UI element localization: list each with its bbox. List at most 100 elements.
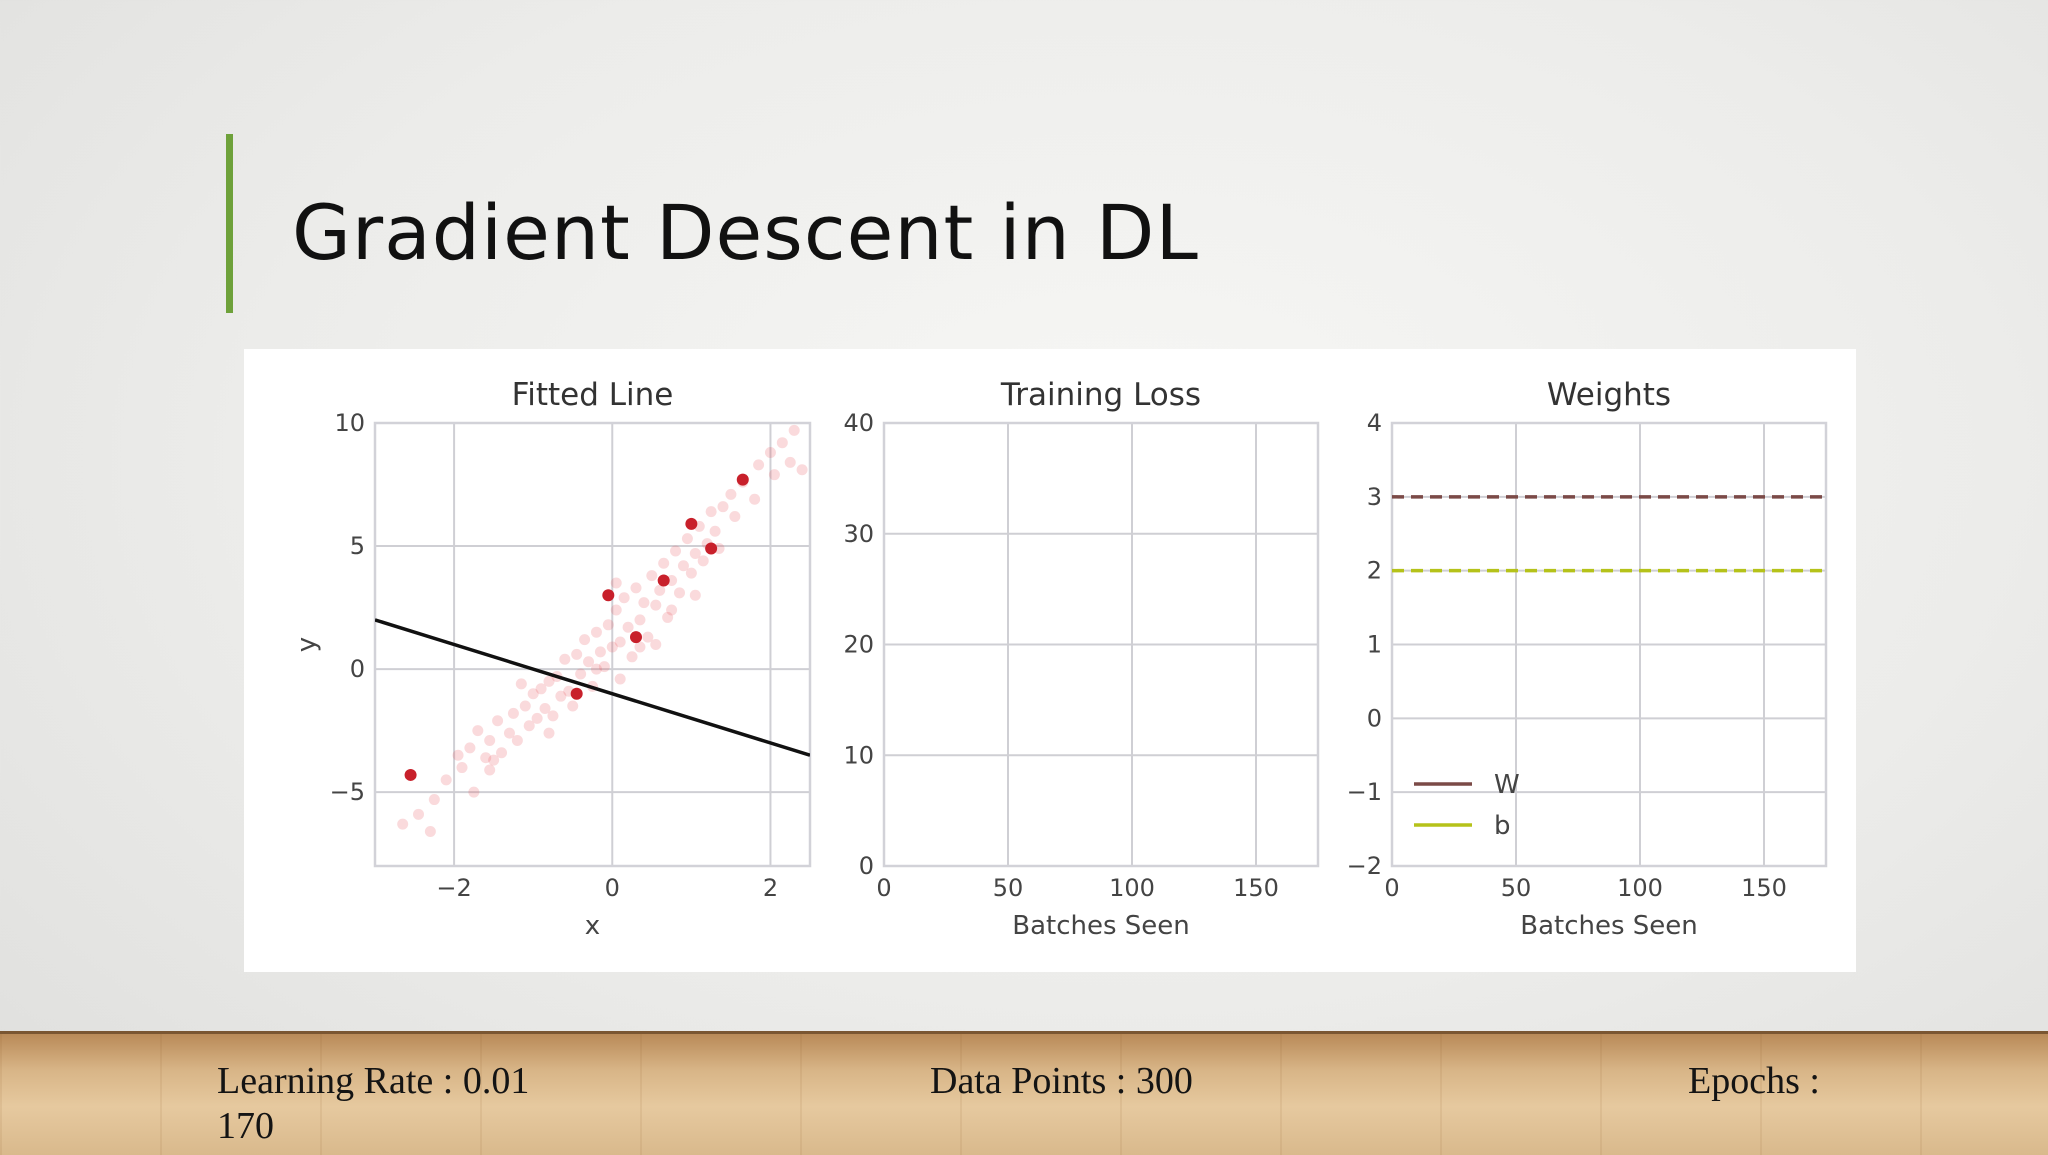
y-tick-label: −5 xyxy=(330,778,365,806)
plot-frame xyxy=(882,421,1320,868)
x-tick-label: 100 xyxy=(1109,874,1155,902)
scatter-point xyxy=(515,678,527,690)
scatter-point xyxy=(594,646,606,658)
scatter-point xyxy=(610,604,622,616)
x-tick-label: 0 xyxy=(605,874,620,902)
scatter-point xyxy=(666,604,678,616)
weights-chart: 0 50 100 150 −2 −1 0 1 2 3 4 Weights Batches Seen Wb xyxy=(1347,377,1828,941)
floor-background xyxy=(0,1031,2048,1155)
scatter-point xyxy=(484,734,496,746)
scatter-point xyxy=(776,437,788,449)
scatter-point xyxy=(424,826,436,838)
x-tick-label: 0 xyxy=(1384,874,1399,902)
y-tick-label: 0 xyxy=(859,852,874,880)
scatter-point xyxy=(567,700,579,712)
fitted-line xyxy=(375,618,810,757)
scatter-point xyxy=(634,614,646,626)
y-tick-label: 20 xyxy=(843,631,874,659)
scatter-point xyxy=(705,506,717,518)
scatter-point xyxy=(575,668,587,680)
scatter-point-highlight xyxy=(404,768,417,781)
slide-title: Gradient Descent in DL xyxy=(292,188,1199,277)
scatter-point xyxy=(685,567,697,579)
scatter-point xyxy=(480,752,492,764)
scatter-point xyxy=(753,459,765,471)
y-tick-label: −1 xyxy=(1347,778,1382,806)
scatter-point xyxy=(729,511,741,523)
scatter-point-highlight xyxy=(705,542,718,555)
scatter-point xyxy=(428,794,440,806)
scatter-point xyxy=(749,493,761,505)
scatter-point xyxy=(677,560,689,572)
scatter-point xyxy=(555,690,567,702)
scatter-point xyxy=(492,715,504,727)
scatter-point xyxy=(464,742,476,754)
y-tick-label: −2 xyxy=(1347,852,1382,880)
title-accent-bar xyxy=(226,134,233,313)
scatter-point-highlight xyxy=(685,517,698,530)
scatter-point xyxy=(468,786,480,798)
x-axis-label: x xyxy=(585,911,600,941)
plot-area xyxy=(1392,495,1826,573)
training-loss-chart: 0 50 100 150 0 10 20 30 40 Training Loss Batches S… xyxy=(843,377,1320,941)
epochs-value: 170 xyxy=(217,1105,274,1147)
scatter-point xyxy=(511,734,523,746)
scatter-point xyxy=(590,663,602,675)
x-tick-label: 50 xyxy=(993,874,1024,902)
x-axis-label: Batches Seen xyxy=(1012,911,1190,941)
scatter-point-highlight xyxy=(630,631,642,644)
chart-title: Weights xyxy=(1547,377,1671,413)
scatter-point xyxy=(689,547,701,559)
scatter-point xyxy=(622,621,634,633)
scatter-point xyxy=(602,619,614,631)
scatter-point xyxy=(614,636,626,648)
scatter-point xyxy=(646,570,658,582)
scatter-point xyxy=(503,727,515,739)
x-tick-label: 100 xyxy=(1617,874,1663,902)
y-tick-label: 0 xyxy=(350,655,365,683)
scatter-point-highlight xyxy=(657,574,670,587)
scatter-point xyxy=(496,747,508,759)
scatter-point xyxy=(674,587,685,599)
scatter-point xyxy=(630,582,642,594)
scatter-point xyxy=(535,683,547,695)
scatter-point xyxy=(484,764,496,776)
data-points-label: Data Points : 300 xyxy=(930,1060,1193,1102)
fitted-line-chart: −2 0 2 −5 0 5 10 Fitted Line x y xyxy=(292,377,812,941)
learning-rate-label: Learning Rate : 0.01 xyxy=(217,1060,530,1102)
scatter-point xyxy=(697,555,709,567)
scatter-point xyxy=(579,634,591,646)
x-tick-label: 150 xyxy=(1741,874,1787,902)
x-tick-label: 0 xyxy=(876,874,891,902)
scatter-point xyxy=(610,577,622,589)
scatter-point xyxy=(606,641,618,653)
plot-frame xyxy=(1390,421,1828,868)
x-axis-label: Batches Seen xyxy=(1520,911,1698,941)
scatter-point xyxy=(452,749,464,761)
scatter-point xyxy=(634,641,646,653)
scatter-point xyxy=(397,818,409,830)
scatter-point xyxy=(788,424,800,436)
scatter-point xyxy=(547,710,559,722)
x-tick-label: 150 xyxy=(1233,874,1279,902)
scatter-point xyxy=(539,702,551,714)
scatter-point xyxy=(523,720,535,732)
scatter-point xyxy=(784,456,796,468)
scatter-point xyxy=(654,584,666,596)
y-tick-label: 1 xyxy=(1367,631,1382,659)
scatter-point xyxy=(662,611,674,623)
scatter-point-highlight xyxy=(602,589,615,602)
scatter-point xyxy=(670,545,682,557)
scatter-point xyxy=(488,754,500,766)
scatter-point xyxy=(796,464,808,476)
scatter-point xyxy=(413,808,424,820)
scatter-point xyxy=(598,661,610,673)
chart-title: Training Loss xyxy=(1000,377,1201,413)
scatter-point xyxy=(456,762,468,774)
scatter-point xyxy=(543,675,555,687)
scatter-point xyxy=(764,447,776,459)
x-tick-label: 2 xyxy=(763,874,778,902)
scatter-point xyxy=(571,648,583,660)
y-tick-label: 30 xyxy=(843,520,874,548)
